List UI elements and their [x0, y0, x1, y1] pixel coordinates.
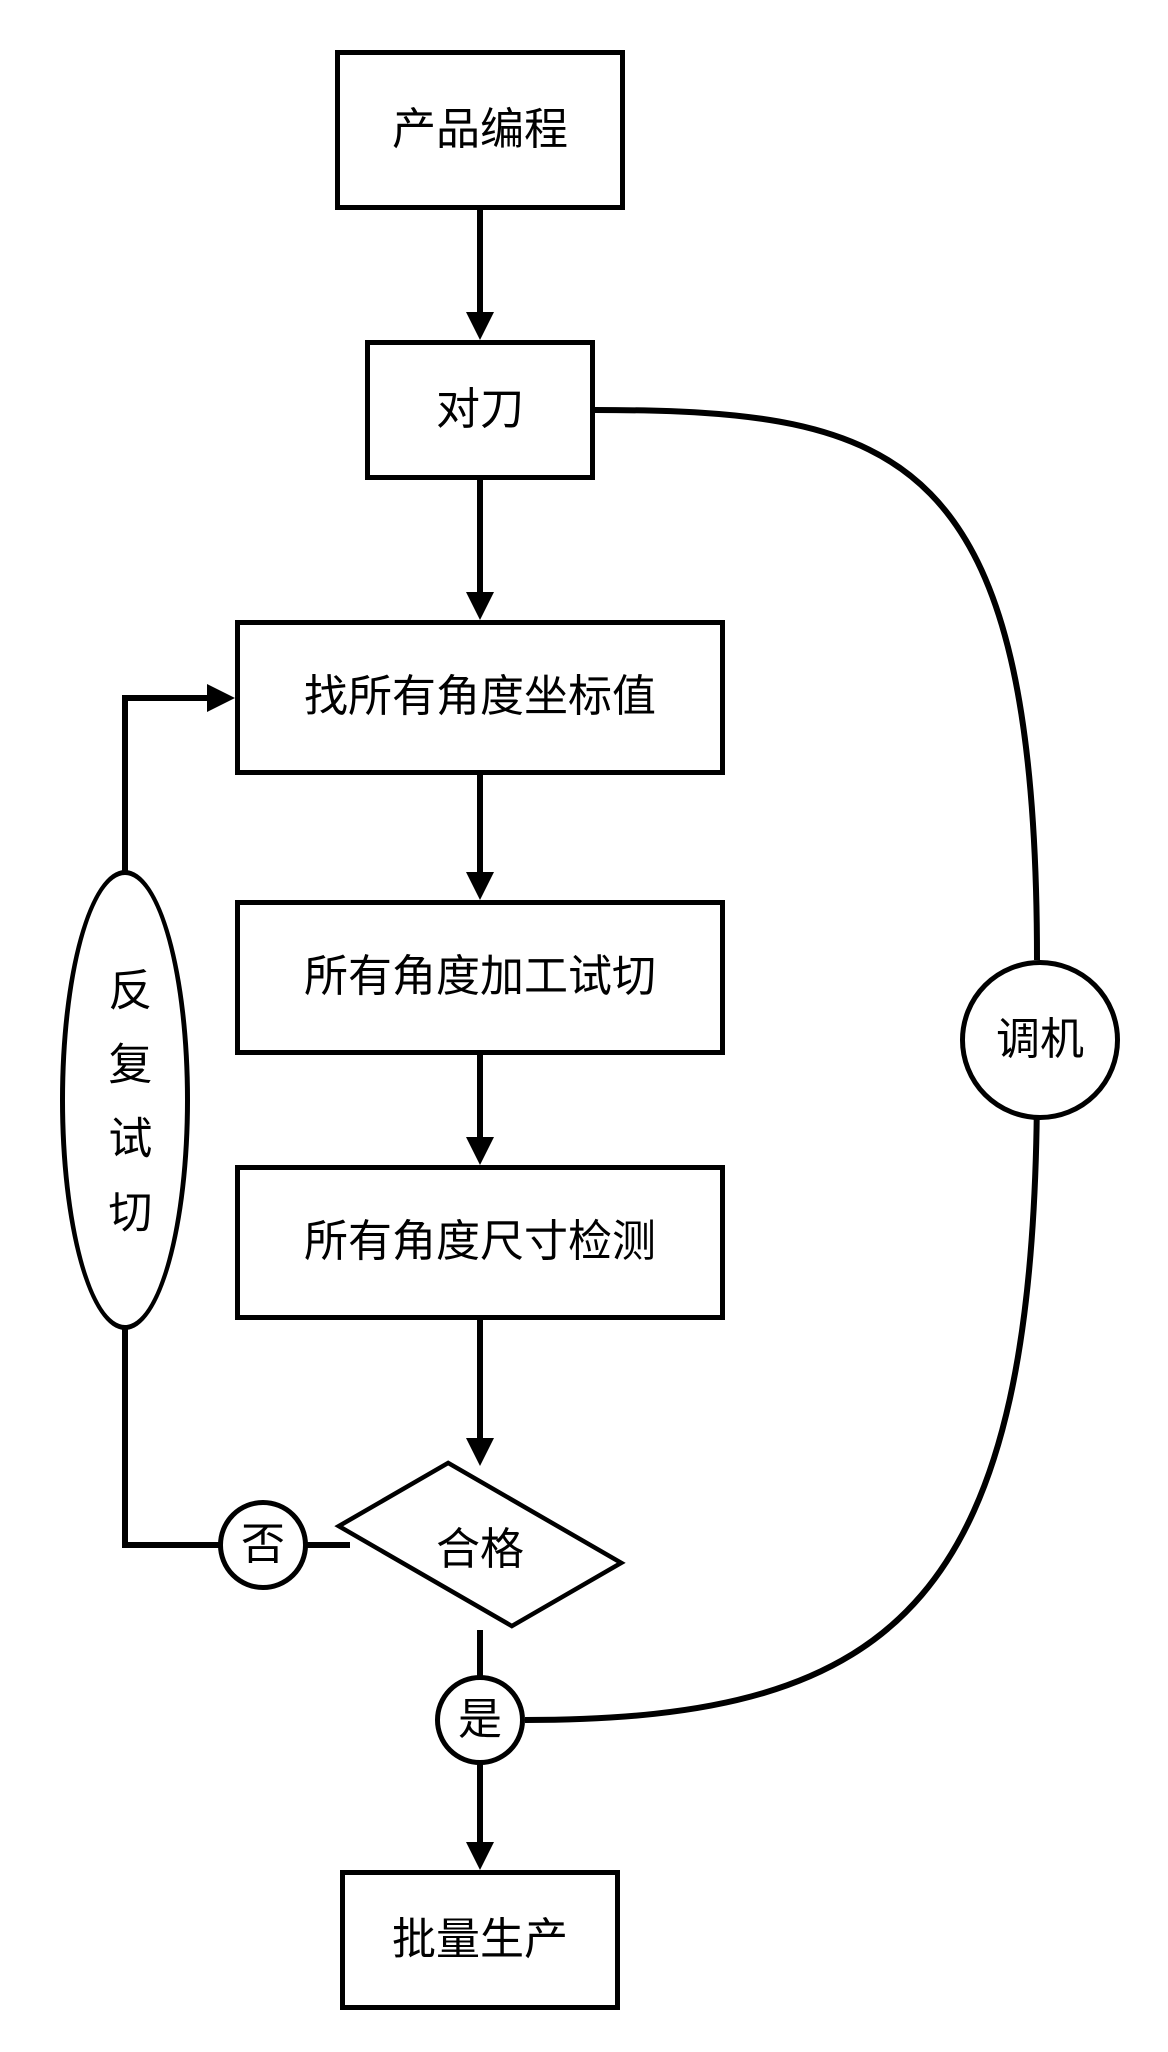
arrow-line	[477, 775, 483, 872]
arrow-line	[122, 1542, 222, 1548]
arrow-line	[477, 1055, 483, 1137]
label-no: 否	[218, 1500, 308, 1590]
arrow-line	[122, 1325, 128, 1548]
node-mass-production: 批量生产	[340, 1870, 620, 2010]
node-trial-cut: 所有角度加工试切	[235, 900, 725, 1055]
arrow-line	[477, 210, 483, 312]
node-label: 所有角度加工试切	[304, 951, 656, 1004]
arrow-head	[466, 1842, 494, 1870]
arrow-head	[466, 312, 494, 340]
node-label: 找所有角度坐标值	[304, 671, 656, 724]
node-label: 调机	[996, 1014, 1084, 1067]
arrow-head	[207, 684, 235, 712]
arrow-line	[477, 1320, 483, 1438]
node-label: 对刀	[436, 384, 524, 437]
node-label: 反复试切	[99, 937, 152, 1263]
node-label: 批量生产	[392, 1914, 568, 1967]
node-tool-setting: 对刀	[365, 340, 595, 480]
arrow-line	[477, 480, 483, 592]
node-dimension-check: 所有角度尺寸检测	[235, 1165, 725, 1320]
arrow-line	[122, 695, 210, 701]
node-label: 合格	[340, 1455, 620, 1635]
arrow-head	[466, 872, 494, 900]
node-decision-pass: 合格	[340, 1455, 620, 1635]
node-label: 否	[241, 1519, 285, 1572]
node-find-coords: 找所有角度坐标值	[235, 620, 725, 775]
arrow-head	[466, 1137, 494, 1165]
label-yes: 是	[435, 1675, 525, 1765]
label-loop-trial: 反复试切	[60, 870, 190, 1330]
arrow-line	[122, 695, 128, 875]
node-label: 产品编程	[392, 104, 568, 157]
arrow-head	[466, 592, 494, 620]
node-label: 是	[458, 1694, 502, 1747]
label-setup: 调机	[960, 960, 1120, 1120]
node-label: 所有角度尺寸检测	[304, 1216, 656, 1269]
node-product-programming: 产品编程	[335, 50, 625, 210]
flowchart-container: 产品编程 对刀 找所有角度坐标值 所有角度加工试切 所有角度尺寸检测 合格 是	[0, 0, 1168, 2052]
